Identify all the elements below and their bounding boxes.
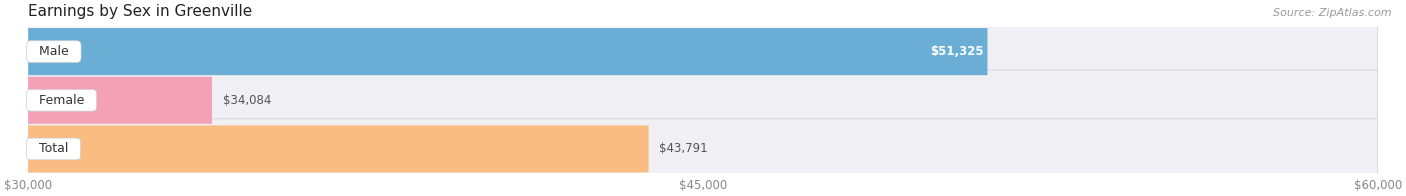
Text: $51,325: $51,325: [929, 45, 983, 58]
FancyBboxPatch shape: [28, 70, 1378, 131]
FancyBboxPatch shape: [28, 77, 212, 124]
Text: $43,791: $43,791: [659, 142, 709, 155]
Text: $34,084: $34,084: [222, 94, 271, 107]
Text: Total: Total: [31, 142, 76, 155]
Text: Source: ZipAtlas.com: Source: ZipAtlas.com: [1274, 8, 1392, 18]
Text: Female: Female: [31, 94, 93, 107]
Text: Earnings by Sex in Greenville: Earnings by Sex in Greenville: [28, 4, 253, 19]
FancyBboxPatch shape: [28, 28, 987, 75]
Text: Male: Male: [31, 45, 77, 58]
FancyBboxPatch shape: [28, 125, 648, 172]
FancyBboxPatch shape: [28, 119, 1378, 179]
FancyBboxPatch shape: [28, 21, 1378, 82]
